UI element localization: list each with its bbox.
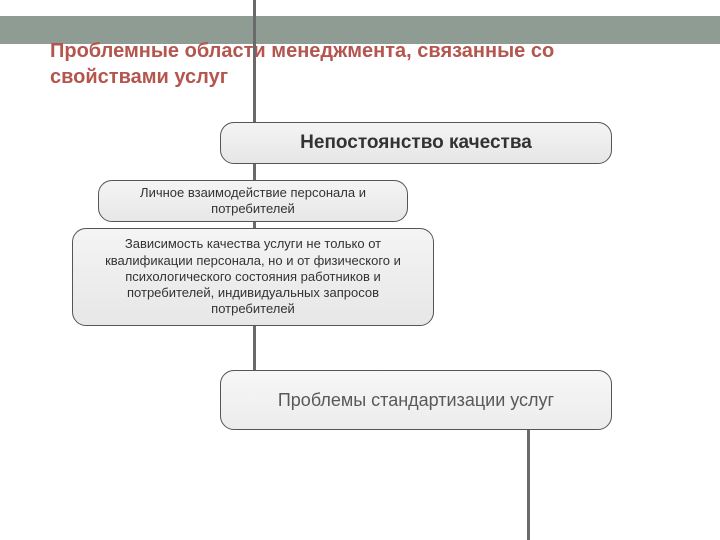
connector-line [527, 430, 530, 540]
diagram-node-root: Непостоянство качества [220, 122, 612, 164]
diagram-node-cause1: Личное взаимодействие персонала и потреб… [98, 180, 408, 222]
diagram-node-cause2: Зависимость качества услуги не только от… [72, 228, 434, 326]
slide-title: Проблемные области менеджмента, связанны… [50, 38, 610, 90]
connector-line [253, 0, 256, 122]
diagram-node-problem: Проблемы стандартизации услуг [220, 370, 612, 430]
